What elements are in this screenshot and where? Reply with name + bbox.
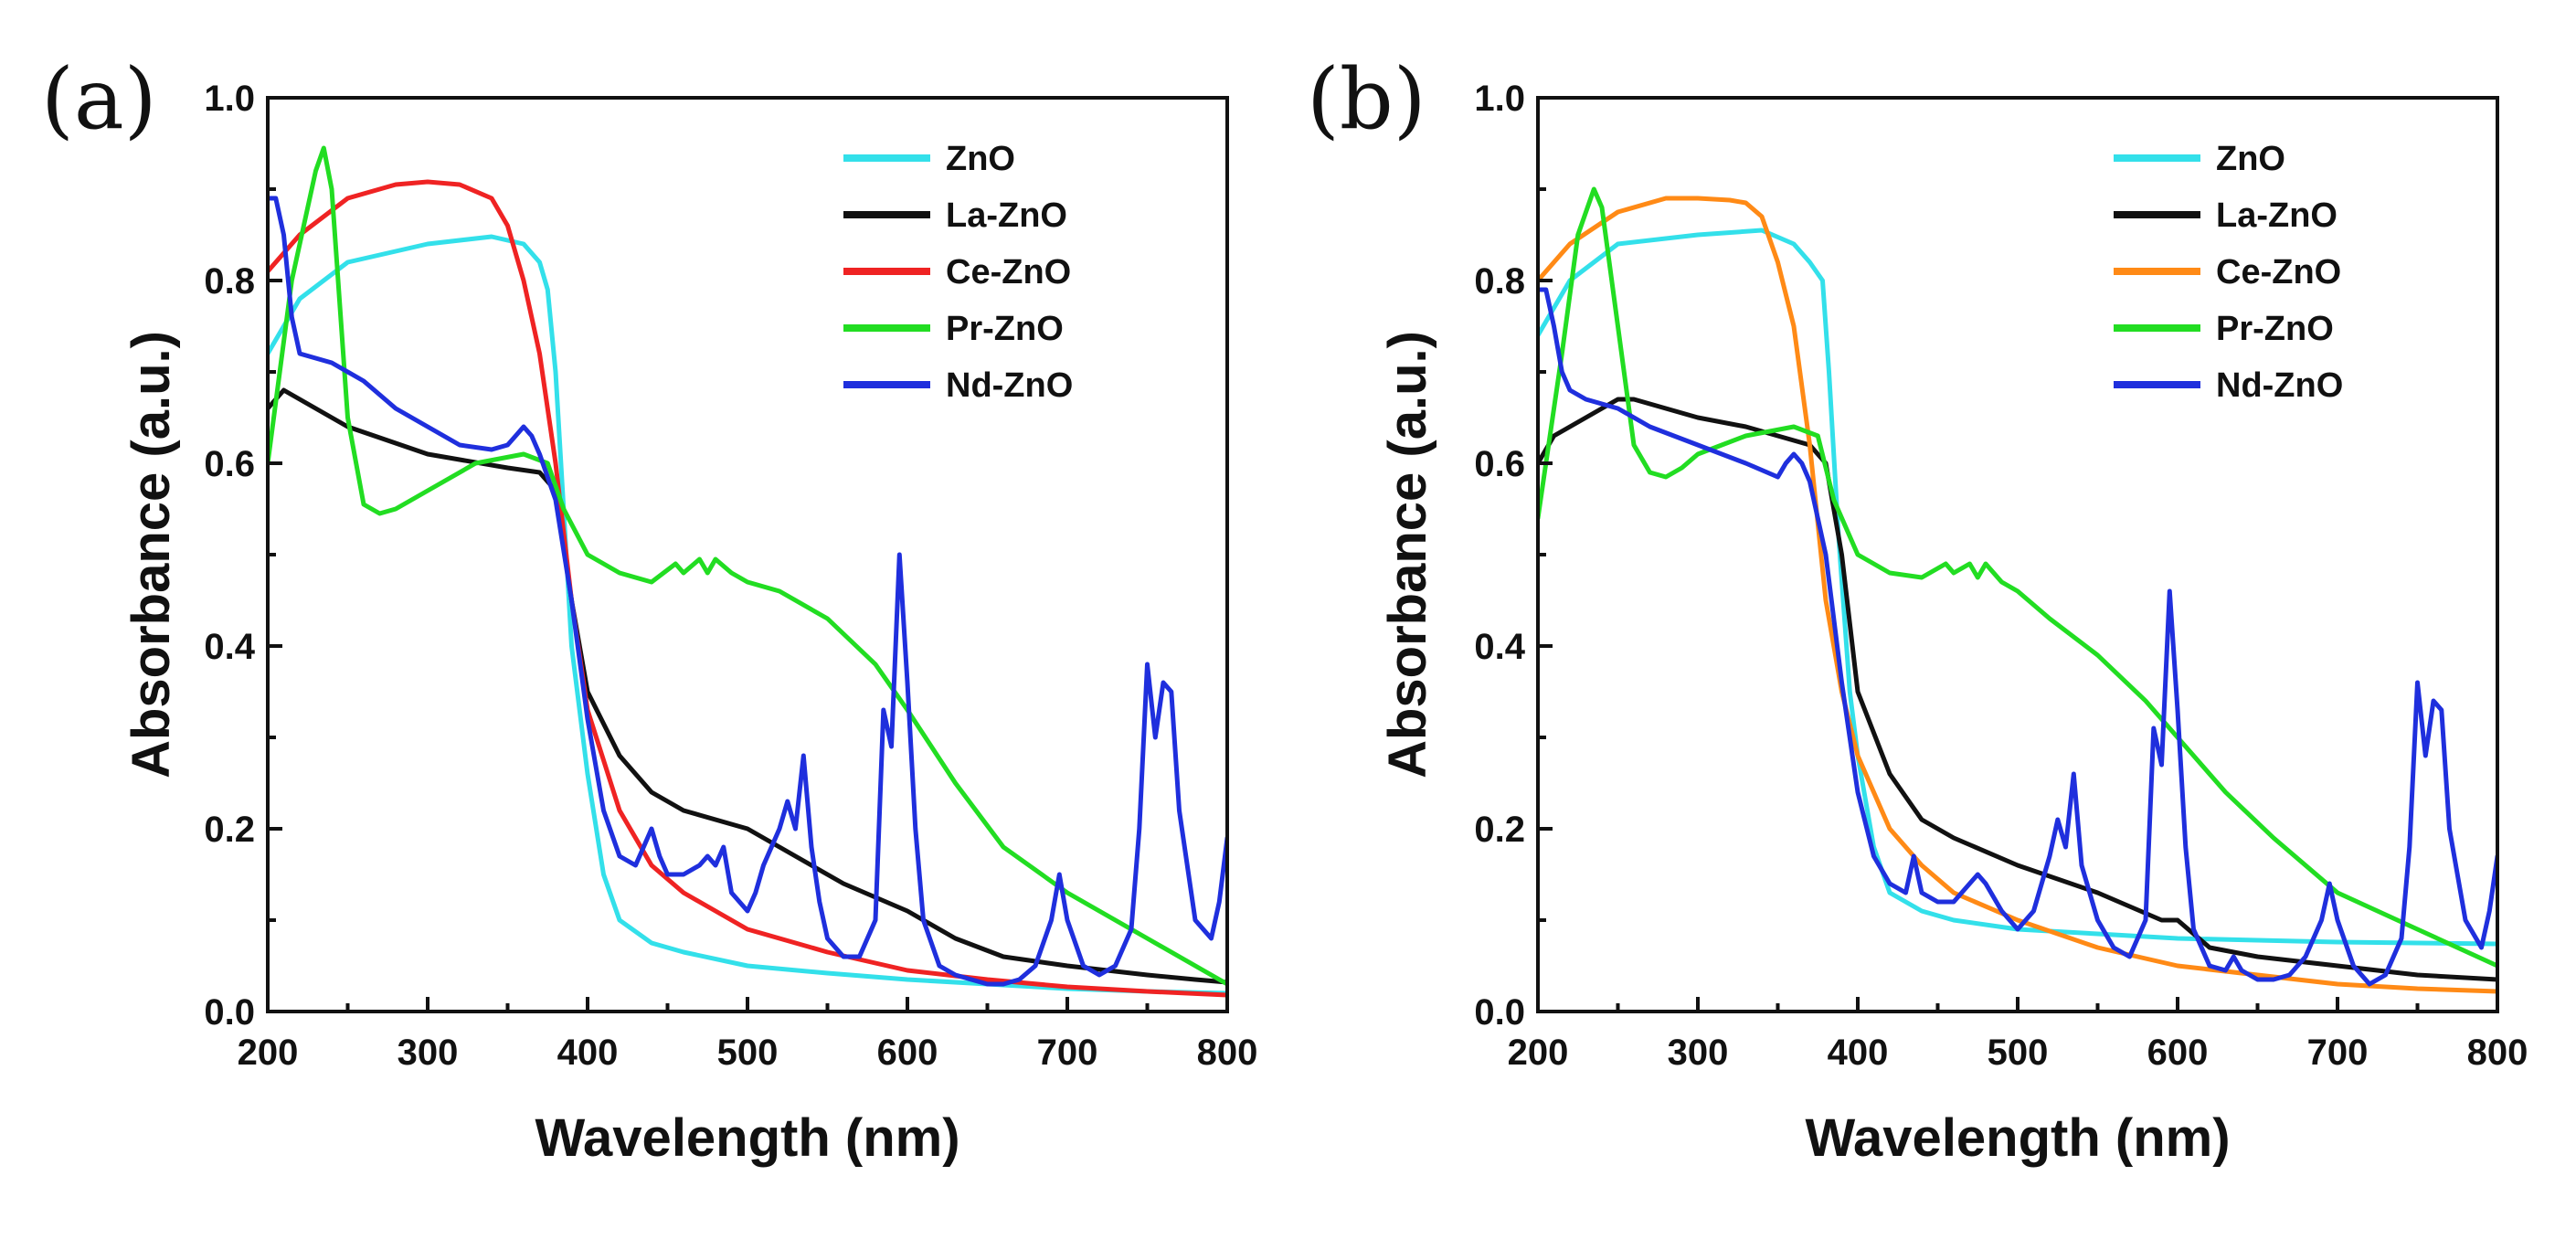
y-tick-label: 0.8 [1474, 261, 1525, 302]
x-tick-label: 400 [557, 1033, 619, 1073]
legend-label-zno: ZnO [2216, 140, 2285, 178]
x-tick-label: 500 [1988, 1033, 2049, 1073]
y-tick-label: 1.0 [204, 79, 255, 119]
legend-a: ZnO La-ZnO Ce-ZnO Pr-ZnO Nd-ZnO [843, 140, 1073, 405]
series-line-nd-zno-a [268, 196, 1227, 987]
x-tick-label: 700 [2307, 1033, 2369, 1073]
legend-label-la-zno: La-ZnO [946, 196, 1067, 235]
legend-label-nd-zno: Nd-ZnO [946, 366, 1073, 405]
x-tick-label: 800 [1197, 1033, 1258, 1073]
x-tick-label: 600 [2147, 1033, 2209, 1073]
series-line-ce-zno-a [268, 179, 1227, 998]
plot-frame-a [266, 96, 1229, 1013]
y-tick-label: 0.0 [204, 992, 255, 1033]
x-tick-label: 700 [1037, 1033, 1098, 1073]
series-line-zno-a [268, 234, 1227, 996]
series-line-la-zno-b [1538, 397, 2497, 982]
legend-label-pr-zno: Pr-ZnO [2216, 310, 2334, 348]
x-tick-label: 200 [1508, 1033, 1569, 1073]
panel-label-a: (a) [41, 50, 157, 148]
y-tick-label: 0.2 [1474, 810, 1525, 850]
y-tick-label: 0.8 [204, 261, 255, 302]
x-tick-label: 200 [238, 1033, 299, 1073]
legend-b: ZnO La-ZnO Ce-ZnO Pr-ZnO Nd-ZnO [2114, 140, 2343, 405]
x-axis-label: Wavelength (nm) [535, 1108, 959, 1168]
y-tick-label: 0.4 [1474, 627, 1525, 667]
y-tick-label: 1.0 [1474, 79, 1525, 119]
x-tick-label: 600 [877, 1033, 938, 1073]
series-line-ce-zno-b [1538, 196, 2497, 994]
chart-panel-b: (b) 200 300 400 500 600 700 800 0.0 0.2 0.4 0.6 0.8 1… [1307, 50, 2528, 1168]
x-tick-label: 500 [717, 1033, 779, 1073]
y-tick-label: 0.6 [1474, 444, 1525, 484]
series-line-zno-b [1538, 228, 2497, 947]
x-axis-label: Wavelength (nm) [1805, 1108, 2230, 1168]
series-line-nd-zno-b [1538, 287, 2497, 987]
legend-label-ce-zno: Ce-ZnO [2216, 253, 2341, 291]
x-tick-label: 800 [2467, 1033, 2528, 1073]
series-line-la-zno-a [268, 387, 1227, 985]
series-line-pr-zno-a [268, 145, 1227, 987]
y-tick-label: 0.6 [204, 444, 255, 484]
legend-label-pr-zno: Pr-ZnO [946, 310, 1064, 348]
x-tick-label: 300 [1668, 1033, 1729, 1073]
y-tick-label: 0.2 [204, 810, 255, 850]
y-tick-label: 0.0 [1474, 992, 1525, 1033]
x-tick-label: 400 [1828, 1033, 1889, 1073]
y-tick-label: 0.4 [204, 627, 255, 667]
chart-panel-a: (a) 200 300 400 500 600 700 800 0.0 0.2 0.4 0.6 0.8 1… [41, 50, 1257, 1168]
y-axis-label: Absorbance (a.u.) [1378, 331, 1437, 779]
legend-label-la-zno: La-ZnO [2216, 196, 2337, 235]
legend-label-zno: ZnO [946, 140, 1015, 178]
legend-label-ce-zno: Ce-ZnO [946, 253, 1071, 291]
panel-label-b: (b) [1307, 50, 1426, 148]
legend-label-nd-zno: Nd-ZnO [2216, 366, 2343, 405]
x-tick-label: 300 [398, 1033, 459, 1073]
y-axis-label: Absorbance (a.u.) [122, 331, 181, 779]
series-line-pr-zno-b [1538, 186, 2497, 969]
